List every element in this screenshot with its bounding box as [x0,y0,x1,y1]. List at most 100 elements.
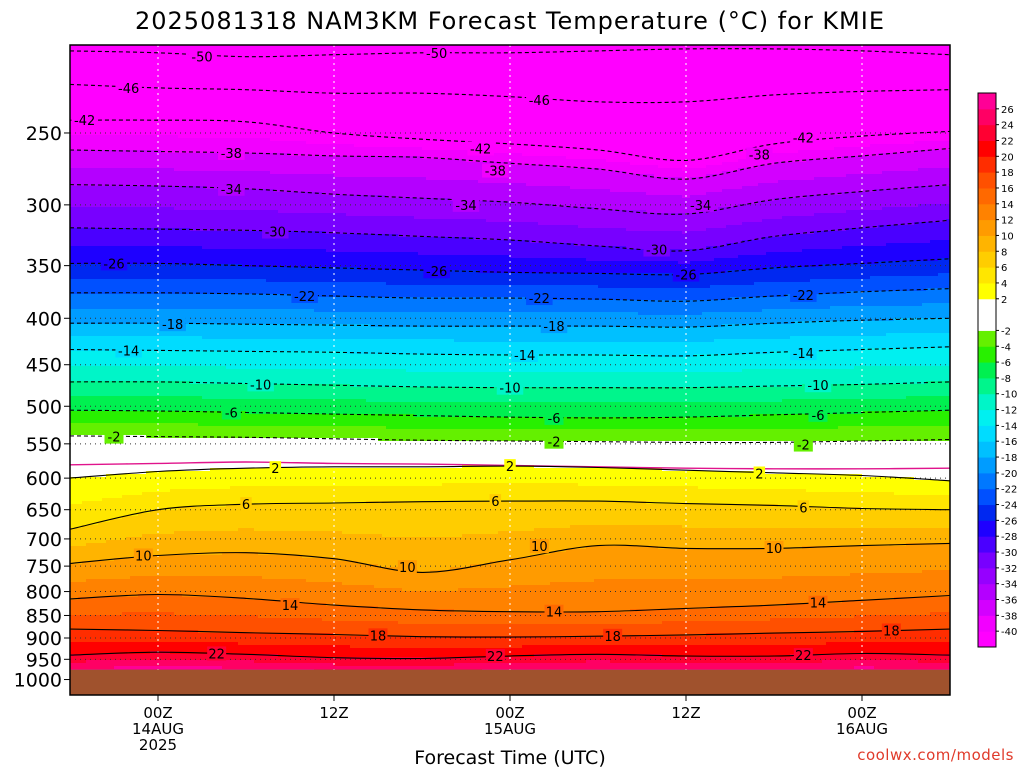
temperature-band-cell [190,471,195,490]
temperature-band-cell [386,501,391,538]
temperature-band-cell [382,45,387,148]
temperature-band-cell [438,501,443,538]
temperature-band-cell [154,423,159,439]
temperature-band-cell [626,501,631,526]
temperature-band-cell [578,372,583,388]
temperature-band-cell [538,441,543,469]
temperature-band-cell [554,342,559,355]
temperature-band-cell [342,621,347,637]
temperature-band-cell [158,651,163,661]
temperature-band-cell [490,153,495,163]
temperature-band-cell [518,153,523,166]
temperature-band-cell [322,582,327,604]
temperature-band-cell [246,438,251,469]
temperature-band-cell [338,384,343,400]
temperature-band-cell [554,528,559,553]
temperature-band-cell [582,468,587,487]
temperature-band-cell [126,246,131,265]
temperature-band-cell [78,630,83,643]
temperature-band-cell [650,504,655,526]
temperature-band-cell [522,585,527,613]
temperature-band-cell [86,423,91,436]
temperature-band-cell [646,546,651,580]
temperature-band-cell [242,399,247,412]
temperature-band-cell [282,657,287,664]
temperature-band-cell [426,285,431,298]
temperature-band-cell [174,264,179,280]
temperature-band-cell [654,624,659,637]
temperature-band-cell [106,474,111,499]
temperature-band-cell [558,402,563,418]
temperature-band-cell [498,465,503,484]
temperature-band-cell [286,531,291,556]
temperature-band-cell [614,273,619,289]
temperature-band-cell [558,207,563,226]
temperature-band-cell [90,579,95,598]
temperature-band-cell [234,153,239,172]
temperature-band-cell [306,414,311,427]
temperature-band-cell [250,267,255,280]
temperature-band-cell [118,168,123,187]
temperature-band-cell [378,327,383,340]
temperature-band-cell [334,468,339,487]
temperature-band-cell [174,351,179,367]
temperature-band-cell [254,531,259,553]
temperature-band-cell [382,369,387,388]
temperature-band-cell [518,297,523,313]
temperature-band-cell [246,600,251,616]
temperature-band-cell [202,489,207,508]
temperature-band-cell [506,429,511,442]
temperature-band-cell [338,144,343,157]
temperature-band-cell [522,663,527,670]
temperature-band-cell [446,312,451,328]
temperature-band-cell [162,534,167,556]
temperature-band-cell [542,624,547,637]
temperature-band-cell [346,156,351,178]
temperature-band-cell [238,210,243,232]
temperature-band-cell [510,327,515,343]
temperature-band-cell [606,441,611,469]
temperature-band-cell [510,501,515,532]
temperature-band-cell [194,138,199,154]
temperature-band-cell [166,555,171,577]
temperature-band-cell [554,354,559,373]
temperature-band-cell [90,423,95,436]
temperature-band-cell [494,483,499,502]
temperature-band-cell [458,648,463,658]
temperature-band-cell [198,210,203,232]
temperature-band-cell [578,312,583,328]
temperature-band-cell [446,501,451,538]
temperature-band-cell [202,642,207,655]
temperature-band-cell [438,402,443,418]
temperature-band-cell [242,153,247,172]
temperature-band-cell [598,354,603,373]
temperature-band-cell [318,324,323,340]
temperature-band-cell [562,327,567,343]
temperature-band-cell [198,489,203,508]
temperature-band-cell [266,249,271,268]
temperature-band-cell [122,411,127,424]
temperature-band-cell [390,339,395,355]
temperature-band-cell [166,612,171,631]
temperature-band-cell [514,327,519,343]
temperature-band-cell [594,168,599,190]
temperature-band-cell [238,309,243,325]
temperature-band-cell [118,246,123,265]
temperature-band-cell [150,660,155,667]
temperature-band-cell [150,366,155,382]
temperature-band-cell [310,174,315,193]
temperature-band-cell [510,258,515,274]
temperature-band-cell [402,147,407,157]
temperature-band-cell [610,312,615,328]
temperature-band-cell [226,426,231,439]
temperature-band-cell [158,366,163,382]
temperature-band-cell [494,273,499,286]
temperature-band-cell [526,204,531,223]
temperature-band-cell [446,327,451,340]
temperature-band-cell [306,156,311,175]
temperature-band-cell [622,288,627,301]
temperature-band-cell [478,45,483,154]
temperature-band-cell [362,195,367,217]
temperature-band-cell [534,354,539,373]
temperature-band-cell [302,426,307,439]
